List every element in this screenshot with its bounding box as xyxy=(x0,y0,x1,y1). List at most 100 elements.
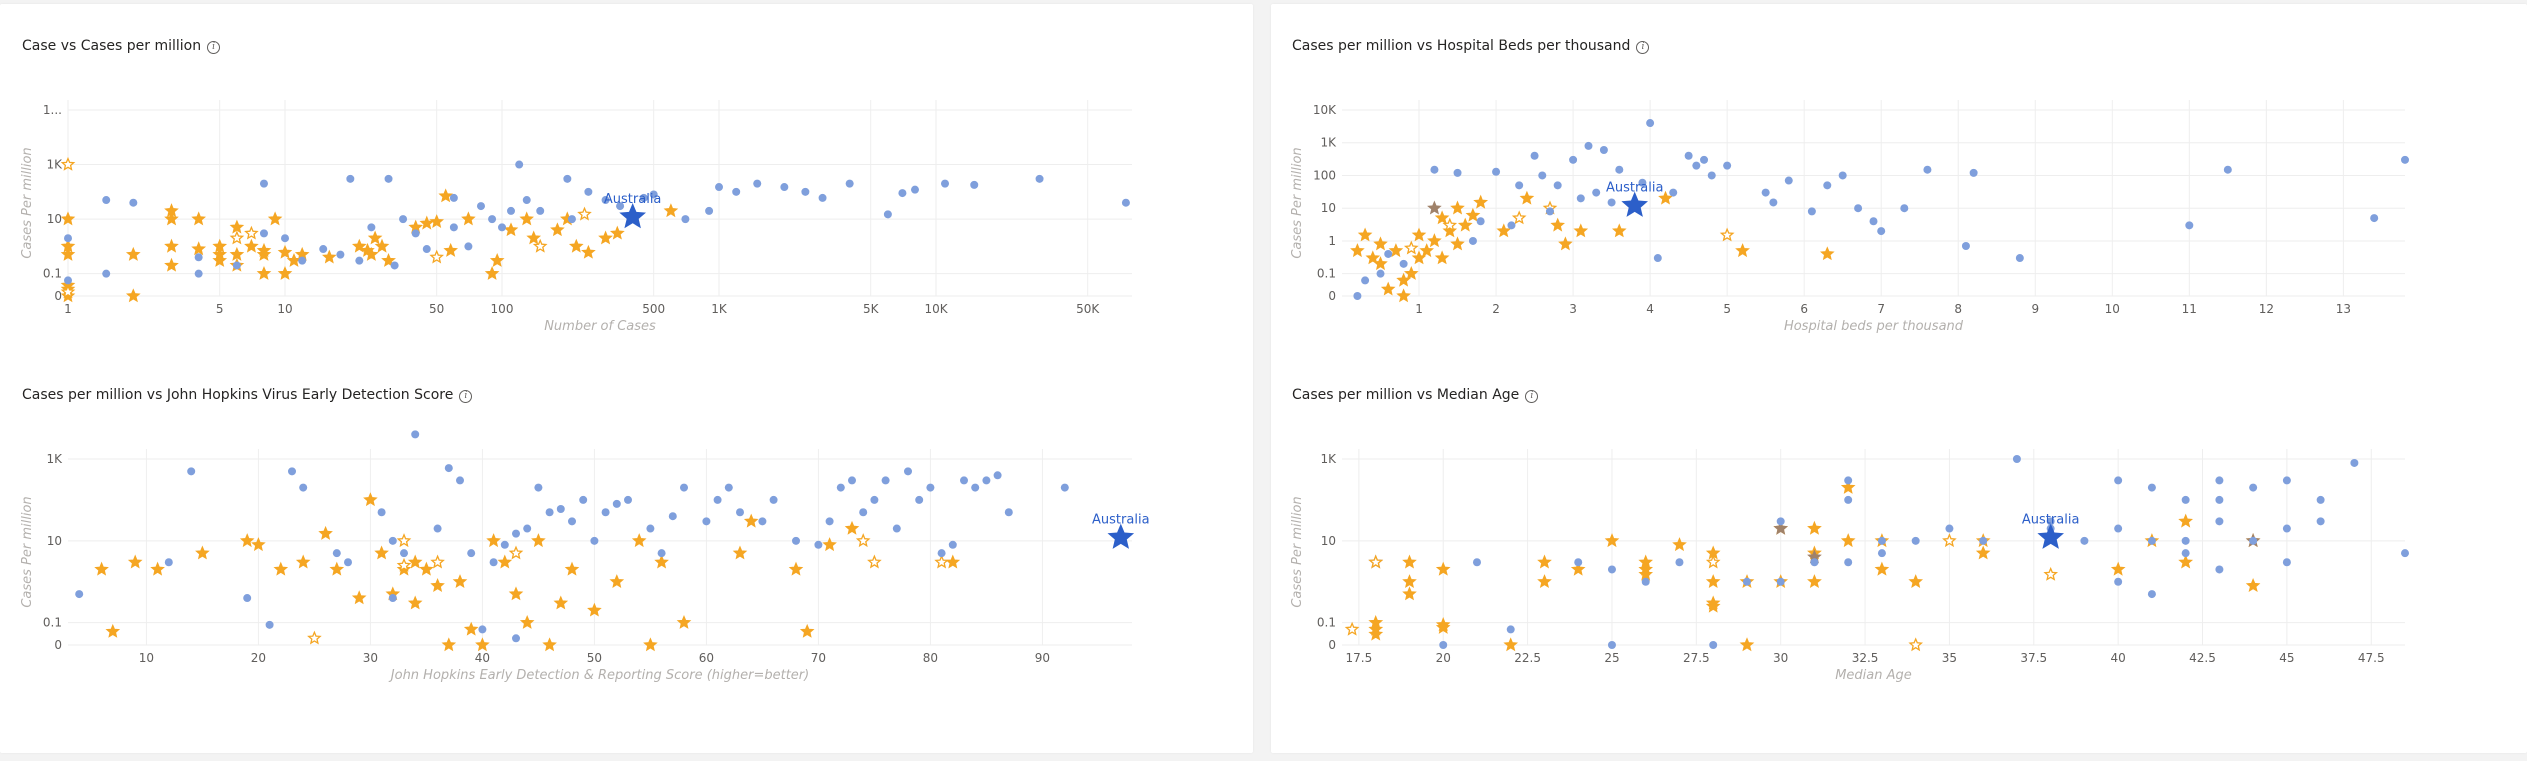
data-point[interactable] xyxy=(579,495,588,504)
data-point[interactable] xyxy=(1574,558,1583,567)
data-point[interactable] xyxy=(612,499,621,508)
data-point[interactable] xyxy=(1700,155,1709,164)
data-point[interactable] xyxy=(2181,536,2190,545)
data-point[interactable] xyxy=(508,586,524,601)
data-point[interactable] xyxy=(553,595,569,610)
data-point[interactable] xyxy=(646,524,655,533)
data-point[interactable] xyxy=(1344,621,1360,636)
data-point[interactable] xyxy=(1877,549,1886,558)
data-point[interactable] xyxy=(503,222,519,237)
data-point[interactable] xyxy=(845,179,854,188)
data-point[interactable] xyxy=(971,483,980,492)
data-point[interactable] xyxy=(780,183,789,192)
data-point[interactable] xyxy=(758,517,767,526)
data-point[interactable] xyxy=(859,508,868,517)
data-point[interactable] xyxy=(1403,240,1419,255)
data-point[interactable] xyxy=(2245,577,2261,593)
data-point[interactable] xyxy=(212,246,228,261)
data-point[interactable] xyxy=(229,246,245,261)
data-point[interactable] xyxy=(522,196,531,205)
data-point[interactable] xyxy=(105,623,121,638)
data-point[interactable] xyxy=(941,179,950,188)
data-point[interactable] xyxy=(1844,495,1853,504)
data-point[interactable] xyxy=(2316,495,2325,504)
data-point[interactable] xyxy=(590,536,599,545)
data-point[interactable] xyxy=(1807,207,1816,216)
data-point[interactable] xyxy=(244,238,259,253)
data-point[interactable] xyxy=(2282,524,2291,533)
data-point[interactable] xyxy=(531,533,546,548)
data-point[interactable] xyxy=(407,595,423,610)
data-point[interactable] xyxy=(1592,188,1601,197)
data-point[interactable] xyxy=(587,602,602,617)
data-point[interactable] xyxy=(195,545,210,560)
data-point[interactable] xyxy=(1439,641,1448,649)
data-point[interactable] xyxy=(1615,165,1624,174)
data-point[interactable] xyxy=(848,476,856,485)
data-point[interactable] xyxy=(191,211,207,226)
data-point[interactable] xyxy=(1537,574,1552,588)
data-point[interactable] xyxy=(681,215,690,224)
highlight-point[interactable] xyxy=(619,203,646,229)
data-point[interactable] xyxy=(892,524,901,533)
data-point[interactable] xyxy=(1411,227,1427,242)
data-point[interactable] xyxy=(1961,242,1970,251)
data-point[interactable] xyxy=(993,471,1002,480)
data-point[interactable] xyxy=(1538,171,1547,180)
data-point[interactable] xyxy=(467,549,476,558)
data-point[interactable] xyxy=(713,495,722,504)
data-point[interactable] xyxy=(934,554,949,569)
data-point[interactable] xyxy=(299,483,308,492)
data-point[interactable] xyxy=(867,554,882,569)
data-point[interactable] xyxy=(1773,520,1788,535)
data-point[interactable] xyxy=(532,238,548,253)
data-point[interactable] xyxy=(581,244,596,259)
data-point[interactable] xyxy=(2350,458,2359,467)
data-point[interactable] xyxy=(102,269,111,278)
data-point[interactable] xyxy=(476,202,485,211)
data-point[interactable] xyxy=(1707,171,1716,180)
data-point[interactable] xyxy=(256,242,272,257)
data-point[interactable] xyxy=(232,261,241,270)
highlight-point[interactable] xyxy=(1621,191,1648,217)
data-point[interactable] xyxy=(500,540,509,549)
data-point[interactable] xyxy=(251,537,266,552)
data-point[interactable] xyxy=(1675,558,1684,567)
info-icon[interactable]: i xyxy=(207,41,221,54)
data-point[interactable] xyxy=(1435,561,1451,576)
data-point[interactable] xyxy=(2147,483,2156,492)
data-point[interactable] xyxy=(937,549,946,558)
data-point[interactable] xyxy=(814,540,823,549)
data-point[interactable] xyxy=(433,524,442,533)
data-point[interactable] xyxy=(732,545,748,560)
data-point[interactable] xyxy=(463,621,479,636)
data-point[interactable] xyxy=(1035,174,1044,183)
data-point[interactable] xyxy=(1453,168,1462,177)
info-icon[interactable]: i xyxy=(459,390,473,403)
data-point[interactable] xyxy=(430,554,445,569)
data-point[interactable] xyxy=(475,637,490,652)
data-point[interactable] xyxy=(2012,455,2021,463)
data-point[interactable] xyxy=(1503,637,1519,652)
data-point[interactable] xyxy=(631,533,647,548)
data-point[interactable] xyxy=(1506,625,1515,634)
data-point[interactable] xyxy=(60,238,76,253)
data-point[interactable] xyxy=(1545,207,1554,216)
data-point[interactable] xyxy=(724,483,733,492)
data-point[interactable] xyxy=(429,249,445,264)
data-point[interactable] xyxy=(702,517,711,526)
data-point[interactable] xyxy=(332,549,341,558)
data-point[interactable] xyxy=(484,266,500,280)
data-point[interactable] xyxy=(910,185,919,194)
data-point[interactable] xyxy=(377,508,386,517)
data-point[interactable] xyxy=(256,266,272,280)
data-point[interactable] xyxy=(818,193,827,202)
data-point[interactable] xyxy=(2249,483,2258,492)
data-point[interactable] xyxy=(164,211,179,226)
data-point[interactable] xyxy=(2181,549,2190,558)
data-point[interactable] xyxy=(788,561,804,576)
data-point[interactable] xyxy=(1403,266,1419,280)
data-point[interactable] xyxy=(523,524,532,533)
data-point[interactable] xyxy=(1553,181,1562,190)
data-point[interactable] xyxy=(577,206,592,221)
